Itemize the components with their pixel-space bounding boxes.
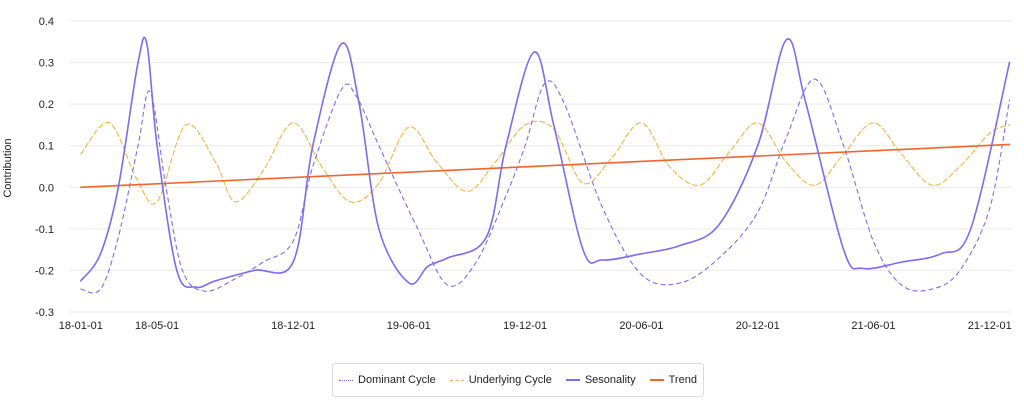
y-axis-title: Contribution bbox=[2, 138, 14, 197]
series-line-underlying-cycle bbox=[80, 120, 1011, 205]
legend-item-trend[interactable]: Trend bbox=[649, 374, 697, 386]
series-line-sesonality bbox=[80, 36, 1011, 289]
x-tick-label: 19-12-01 bbox=[503, 320, 547, 332]
y-tick-label: 0.4 bbox=[39, 16, 54, 28]
legend-item-dominant-cycle[interactable]: Dominant Cycle bbox=[339, 374, 436, 386]
x-tick-label: 21-06-01 bbox=[851, 320, 895, 332]
y-tick-label: 0.2 bbox=[39, 99, 54, 111]
grid bbox=[70, 20, 1012, 313]
legend-swatch-trend bbox=[649, 379, 664, 381]
series-lines bbox=[80, 36, 1011, 294]
x-tick-label: 18-01-01 bbox=[59, 320, 103, 332]
series-line-trend bbox=[80, 143, 1011, 189]
x-axis-ticks: 18-01-01 18-05-01 18-12-01 19-06-01 19-12-01… bbox=[59, 320, 1012, 332]
y-tick-label: 0.3 bbox=[39, 58, 54, 70]
legend-label-underlying-cycle: Underlying Cycle bbox=[468, 374, 552, 386]
legend-swatch-sesonality bbox=[565, 379, 580, 381]
y-tick-label: -0.3 bbox=[35, 307, 54, 319]
y-tick-label: -0.2 bbox=[35, 265, 54, 277]
y-tick-label: 0.1 bbox=[39, 141, 54, 153]
y-tick-label: -0.1 bbox=[35, 224, 54, 236]
legend-item-underlying-cycle[interactable]: Underlying Cycle bbox=[449, 374, 552, 386]
legend-label-sesonality: Sesonality bbox=[584, 374, 636, 386]
x-tick-label: 18-05-01 bbox=[135, 320, 179, 332]
y-axis-ticks: -0.3 -0.2 -0.1 0.0 0.1 0.2 0.3 0.4 bbox=[35, 16, 54, 319]
legend-label-trend: Trend bbox=[668, 374, 697, 386]
legend-swatch-dominant-cycle bbox=[339, 379, 354, 381]
x-tick-label: 19-06-01 bbox=[387, 320, 431, 332]
series-line-dominant-cycle bbox=[80, 78, 1011, 294]
y-tick-label: 0.0 bbox=[39, 182, 54, 194]
x-tick-label: 20-12-01 bbox=[736, 320, 780, 332]
legend-item-sesonality[interactable]: Sesonality bbox=[565, 374, 636, 386]
x-tick-label: 18-12-01 bbox=[271, 320, 315, 332]
legend-swatch-underlying-cycle bbox=[449, 379, 464, 381]
legend: Dominant Cycle Underlying Cycle Sesonali… bbox=[332, 363, 704, 397]
x-tick-label: 20-06-01 bbox=[619, 320, 663, 332]
x-tick-label: 21-12-01 bbox=[968, 320, 1012, 332]
legend-label-dominant-cycle: Dominant Cycle bbox=[358, 374, 436, 386]
